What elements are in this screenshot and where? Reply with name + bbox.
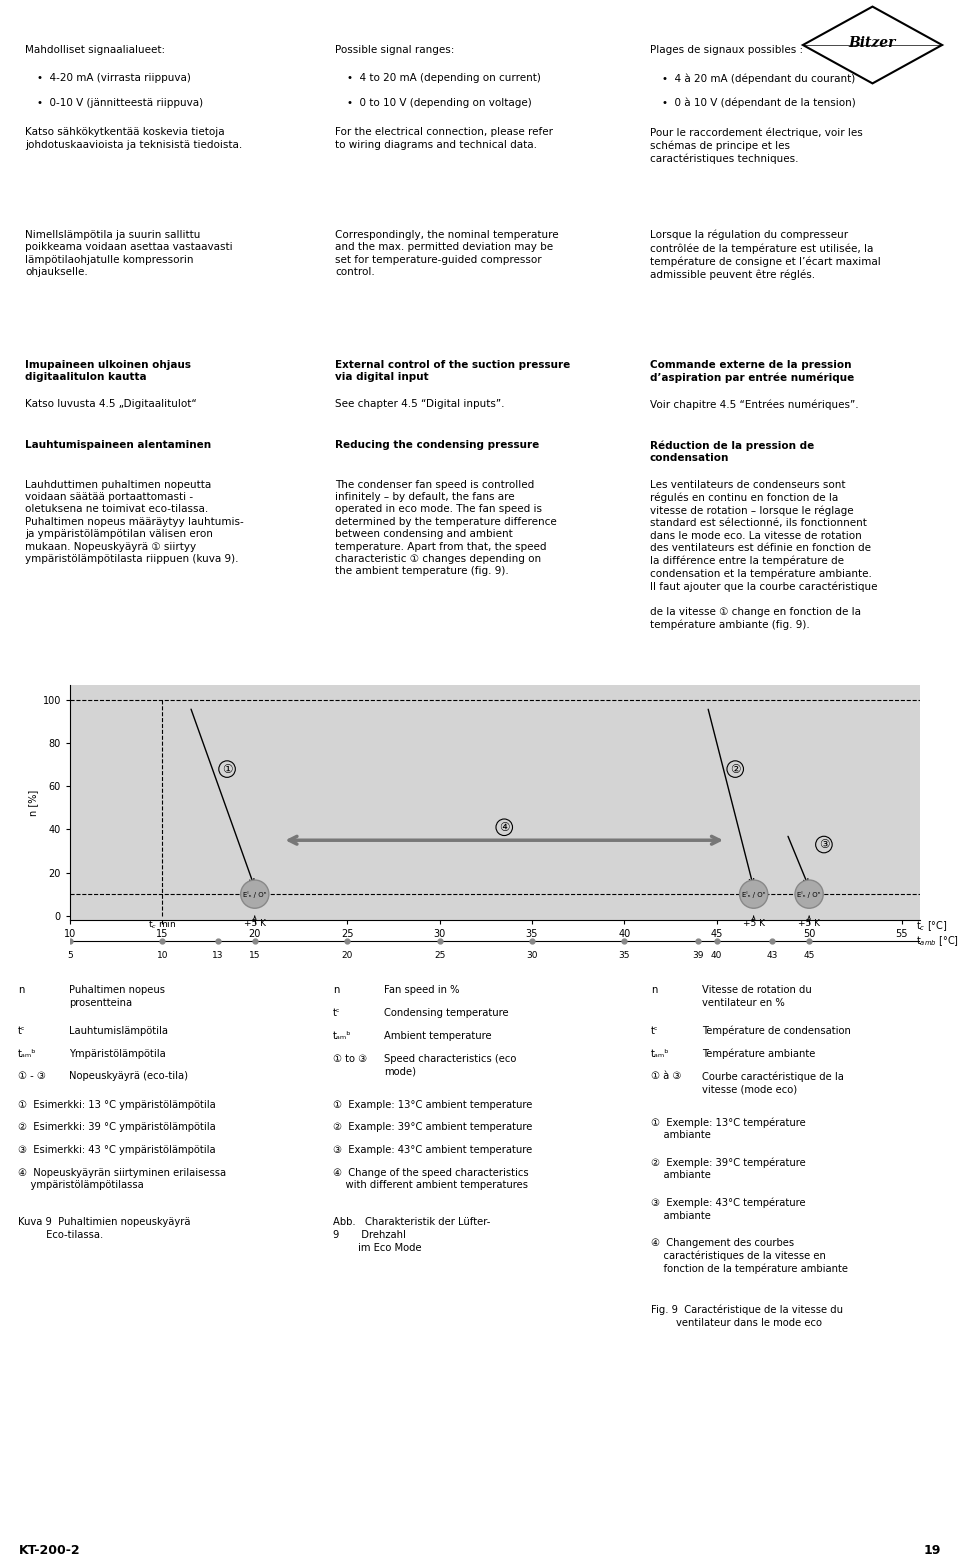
Text: Katso luvusta 4.5 „Digitaalitulot“: Katso luvusta 4.5 „Digitaalitulot“ — [25, 400, 197, 409]
Text: 35: 35 — [618, 951, 630, 961]
Text: 20: 20 — [342, 951, 353, 961]
Text: ④  Changement des courbes
    caractéristiques de la vitesse en
    fonction de : ④ Changement des courbes caractéristique… — [651, 1238, 848, 1274]
Text: tₐₘᵇ: tₐₘᵇ — [333, 1031, 351, 1040]
Text: ②  Exemple: 39°C température
    ambiante: ② Exemple: 39°C température ambiante — [651, 1158, 805, 1180]
Text: See chapter 4.5 “Digital inputs”.: See chapter 4.5 “Digital inputs”. — [335, 400, 505, 409]
Text: Puhaltimen nopeus
prosentteina: Puhaltimen nopeus prosentteina — [69, 986, 165, 1008]
Text: Eᴵₙ / Oⁿ: Eᴵₙ / Oⁿ — [243, 890, 267, 898]
Text: For the electrical connection, please refer
to wiring diagrams and technical dat: For the electrical connection, please re… — [335, 127, 553, 150]
Text: Les ventilateurs de condenseurs sont
régulés en continu en fonction de la
vitess: Les ventilateurs de condenseurs sont rég… — [650, 480, 877, 630]
Text: ③  Esimerkki: 43 °C ympäristölämpötila: ③ Esimerkki: 43 °C ympäristölämpötila — [18, 1145, 216, 1155]
Text: tᶜ: tᶜ — [18, 1026, 26, 1036]
Text: ②: ② — [730, 763, 740, 776]
Text: +5 K: +5 K — [798, 918, 820, 928]
Text: 5: 5 — [67, 951, 73, 961]
Text: tₐₘᵇ: tₐₘᵇ — [651, 1048, 670, 1059]
Text: •  4 à 20 mA (dépendant du courant): • 4 à 20 mA (dépendant du courant) — [661, 74, 854, 83]
Text: The condenser fan speed is controlled
infinitely – by default, the fans are
oper: The condenser fan speed is controlled in… — [335, 480, 557, 577]
Text: tᶜ: tᶜ — [333, 1008, 341, 1019]
Text: ③  Exemple: 43°C température
    ambiante: ③ Exemple: 43°C température ambiante — [651, 1197, 805, 1221]
Text: tᶜ: tᶜ — [651, 1026, 659, 1036]
Text: ①: ① — [222, 763, 232, 776]
Text: n: n — [18, 986, 24, 995]
Text: ③  Example: 43°C ambient temperature: ③ Example: 43°C ambient temperature — [333, 1145, 532, 1155]
Text: ②  Esimerkki: 39 °C ympäristölämpötila: ② Esimerkki: 39 °C ympäristölämpötila — [18, 1122, 216, 1133]
Text: 45: 45 — [804, 951, 815, 961]
Text: Ympäristölämpötila: Ympäristölämpötila — [69, 1048, 166, 1059]
Text: Speed characteristics (eco
mode): Speed characteristics (eco mode) — [384, 1055, 516, 1077]
Text: Commande externe de la pression
d’aspiration par entrée numérique: Commande externe de la pression d’aspira… — [650, 360, 854, 382]
Text: 19: 19 — [924, 1545, 941, 1558]
Text: Lorsque la régulation du compresseur
contrôlée de la température est utilisée, l: Lorsque la régulation du compresseur con… — [650, 230, 880, 279]
Text: External control of the suction pressure
via digital input: External control of the suction pressure… — [335, 360, 570, 382]
Text: Possible signal ranges:: Possible signal ranges: — [335, 45, 454, 55]
Text: 13: 13 — [212, 951, 224, 961]
Text: 40: 40 — [711, 951, 723, 961]
Text: KT-200-2: KT-200-2 — [19, 1545, 81, 1558]
Text: Nimellslämpötila ja suurin sallittu
poikkeama voidaan asettaa vastaavasti
lämpöt: Nimellslämpötila ja suurin sallittu poik… — [25, 230, 232, 277]
Text: •  4-20 mA (virrasta riippuva): • 4-20 mA (virrasta riippuva) — [36, 74, 190, 83]
Text: Ambient temperature: Ambient temperature — [384, 1031, 492, 1040]
Text: n: n — [333, 986, 340, 995]
Text: 10: 10 — [156, 951, 168, 961]
Text: Imupaineen ulkoinen ohjaus
digitaalitulon kautta: Imupaineen ulkoinen ohjaus digitaalitulo… — [25, 360, 191, 382]
Text: 25: 25 — [434, 951, 445, 961]
Text: t$_c$ min: t$_c$ min — [148, 918, 177, 931]
Text: Lauhduttimen puhaltimen nopeutta
voidaan säätää portaattomasti -
oletuksena ne t: Lauhduttimen puhaltimen nopeutta voidaan… — [25, 480, 244, 564]
Text: Eᴵₙ / Oⁿ: Eᴵₙ / Oⁿ — [742, 890, 765, 898]
Text: 15: 15 — [249, 951, 260, 961]
Text: •  0 à 10 V (dépendant de la tension): • 0 à 10 V (dépendant de la tension) — [661, 97, 855, 108]
Text: •  0-10 V (jännitteestä riippuva): • 0-10 V (jännitteestä riippuva) — [36, 97, 203, 108]
Text: n: n — [651, 986, 658, 995]
Text: ③: ③ — [819, 838, 829, 851]
Text: Pour le raccordement électrique, voir les
schémas de principe et les
caractérist: Pour le raccordement électrique, voir le… — [650, 127, 863, 165]
Text: ①  Esimerkki: 13 °C ympäristölämpötila: ① Esimerkki: 13 °C ympäristölämpötila — [18, 1100, 216, 1109]
Text: Mahdolliset signaalialueet:: Mahdolliset signaalialueet: — [25, 45, 165, 55]
Text: Katso sähkökytkentää koskevia tietoja
johdotuskaavioista ja teknisistä tiedoista: Katso sähkökytkentää koskevia tietoja jo… — [25, 127, 242, 150]
Text: Voir chapitre 4.5 “Entrées numériques”.: Voir chapitre 4.5 “Entrées numériques”. — [650, 400, 858, 409]
Text: Vitesse de rotation du
ventilateur en %: Vitesse de rotation du ventilateur en % — [702, 986, 812, 1008]
Text: Lauhtumispaineen alentaminen: Lauhtumispaineen alentaminen — [25, 440, 211, 450]
Text: Abb.   Charakteristik der Lüfter-
9       Drehzahl
        im Eco Mode: Abb. Charakteristik der Lüfter- 9 Drehza… — [333, 1216, 491, 1254]
Text: ④  Nopeuskyäyrän siirtyminen erilaisessa
    ympäristölämpötilassa: ④ Nopeuskyäyrän siirtyminen erilaisessa … — [18, 1167, 227, 1191]
Text: ① à ③: ① à ③ — [651, 1072, 682, 1081]
Text: ①  Exemple: 13°C température
    ambiante: ① Exemple: 13°C température ambiante — [651, 1117, 805, 1141]
Text: Reducing the condensing pressure: Reducing the condensing pressure — [335, 440, 540, 450]
Text: ① to ③: ① to ③ — [333, 1055, 367, 1064]
Text: Bitzer: Bitzer — [849, 36, 897, 50]
Text: Kuva 9  Puhaltimien nopeuskyäyrä
         Eco-tilassa.: Kuva 9 Puhaltimien nopeuskyäyrä Eco-tila… — [18, 1216, 190, 1239]
Text: Condensing temperature: Condensing temperature — [384, 1008, 509, 1019]
Text: Courbe caractéristique de la
vitesse (mode eco): Courbe caractéristique de la vitesse (mo… — [702, 1072, 844, 1094]
Text: Température de condensation: Température de condensation — [702, 1026, 851, 1036]
Text: Fig. 9  Caractéristique de la vitesse du
        ventilateur dans le mode eco: Fig. 9 Caractéristique de la vitesse du … — [651, 1304, 843, 1327]
Text: Fan speed in %: Fan speed in % — [384, 986, 460, 995]
Text: ① - ③: ① - ③ — [18, 1072, 46, 1081]
Text: Correspondingly, the nominal temperature
and the max. permitted deviation may be: Correspondingly, the nominal temperature… — [335, 230, 559, 277]
Text: ④  Change of the speed characteristics
    with different ambient temperatures: ④ Change of the speed characteristics wi… — [333, 1167, 529, 1191]
Y-axis label: n [%]: n [%] — [29, 790, 38, 816]
Text: 43: 43 — [766, 951, 778, 961]
Text: t$_c$ [°C]: t$_c$ [°C] — [916, 918, 948, 932]
Text: ④: ④ — [499, 821, 510, 834]
Text: +5 K: +5 K — [244, 918, 266, 928]
Text: 30: 30 — [526, 951, 538, 961]
Text: tₐₘᵇ: tₐₘᵇ — [18, 1048, 36, 1059]
Text: Réduction de la pression de
condensation: Réduction de la pression de condensation — [650, 440, 814, 462]
Text: 39: 39 — [692, 951, 704, 961]
Text: Température ambiante: Température ambiante — [702, 1048, 815, 1059]
Text: Lauhtumislämpötila: Lauhtumislämpötila — [69, 1026, 168, 1036]
Text: Plages de signaux possibles :: Plages de signaux possibles : — [650, 45, 804, 55]
Text: t$_{amb}$ [°C]: t$_{amb}$ [°C] — [916, 934, 959, 948]
Text: ①  Example: 13°C ambient temperature: ① Example: 13°C ambient temperature — [333, 1100, 533, 1109]
Text: +5 K: +5 K — [743, 918, 765, 928]
Text: ②  Example: 39°C ambient temperature: ② Example: 39°C ambient temperature — [333, 1122, 533, 1133]
Text: •  0 to 10 V (depending on voltage): • 0 to 10 V (depending on voltage) — [347, 97, 531, 108]
Text: Nopeuskyäyrä (eco-tila): Nopeuskyäyrä (eco-tila) — [69, 1072, 188, 1081]
Text: •  4 to 20 mA (depending on current): • 4 to 20 mA (depending on current) — [347, 74, 540, 83]
Text: Eᴵₙ / Oⁿ: Eᴵₙ / Oⁿ — [798, 890, 821, 898]
